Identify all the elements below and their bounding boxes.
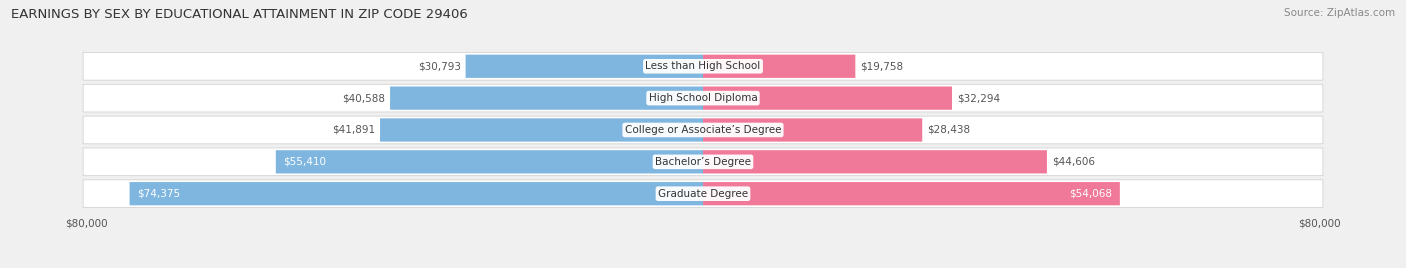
Text: $28,438: $28,438 — [927, 125, 970, 135]
FancyBboxPatch shape — [83, 116, 1323, 144]
FancyBboxPatch shape — [83, 84, 1323, 112]
FancyBboxPatch shape — [83, 180, 1323, 207]
FancyBboxPatch shape — [703, 182, 1119, 205]
Text: $74,375: $74,375 — [136, 189, 180, 199]
Text: $19,758: $19,758 — [860, 61, 904, 71]
FancyBboxPatch shape — [703, 55, 855, 78]
Text: Source: ZipAtlas.com: Source: ZipAtlas.com — [1284, 8, 1395, 18]
FancyBboxPatch shape — [703, 118, 922, 142]
Text: $41,891: $41,891 — [332, 125, 375, 135]
Text: Bachelor’s Degree: Bachelor’s Degree — [655, 157, 751, 167]
FancyBboxPatch shape — [129, 182, 703, 205]
Text: Less than High School: Less than High School — [645, 61, 761, 71]
Text: $40,588: $40,588 — [342, 93, 385, 103]
Text: $55,410: $55,410 — [283, 157, 326, 167]
Text: High School Diploma: High School Diploma — [648, 93, 758, 103]
FancyBboxPatch shape — [83, 53, 1323, 80]
FancyBboxPatch shape — [703, 150, 1047, 173]
FancyBboxPatch shape — [703, 87, 952, 110]
Text: $44,606: $44,606 — [1052, 157, 1095, 167]
FancyBboxPatch shape — [380, 118, 703, 142]
FancyBboxPatch shape — [465, 55, 703, 78]
FancyBboxPatch shape — [276, 150, 703, 173]
FancyBboxPatch shape — [389, 87, 703, 110]
FancyBboxPatch shape — [83, 148, 1323, 176]
Text: $54,068: $54,068 — [1070, 189, 1112, 199]
Text: College or Associate’s Degree: College or Associate’s Degree — [624, 125, 782, 135]
Text: $32,294: $32,294 — [957, 93, 1000, 103]
Text: $30,793: $30,793 — [418, 61, 461, 71]
Text: EARNINGS BY SEX BY EDUCATIONAL ATTAINMENT IN ZIP CODE 29406: EARNINGS BY SEX BY EDUCATIONAL ATTAINMEN… — [11, 8, 468, 21]
Text: Graduate Degree: Graduate Degree — [658, 189, 748, 199]
